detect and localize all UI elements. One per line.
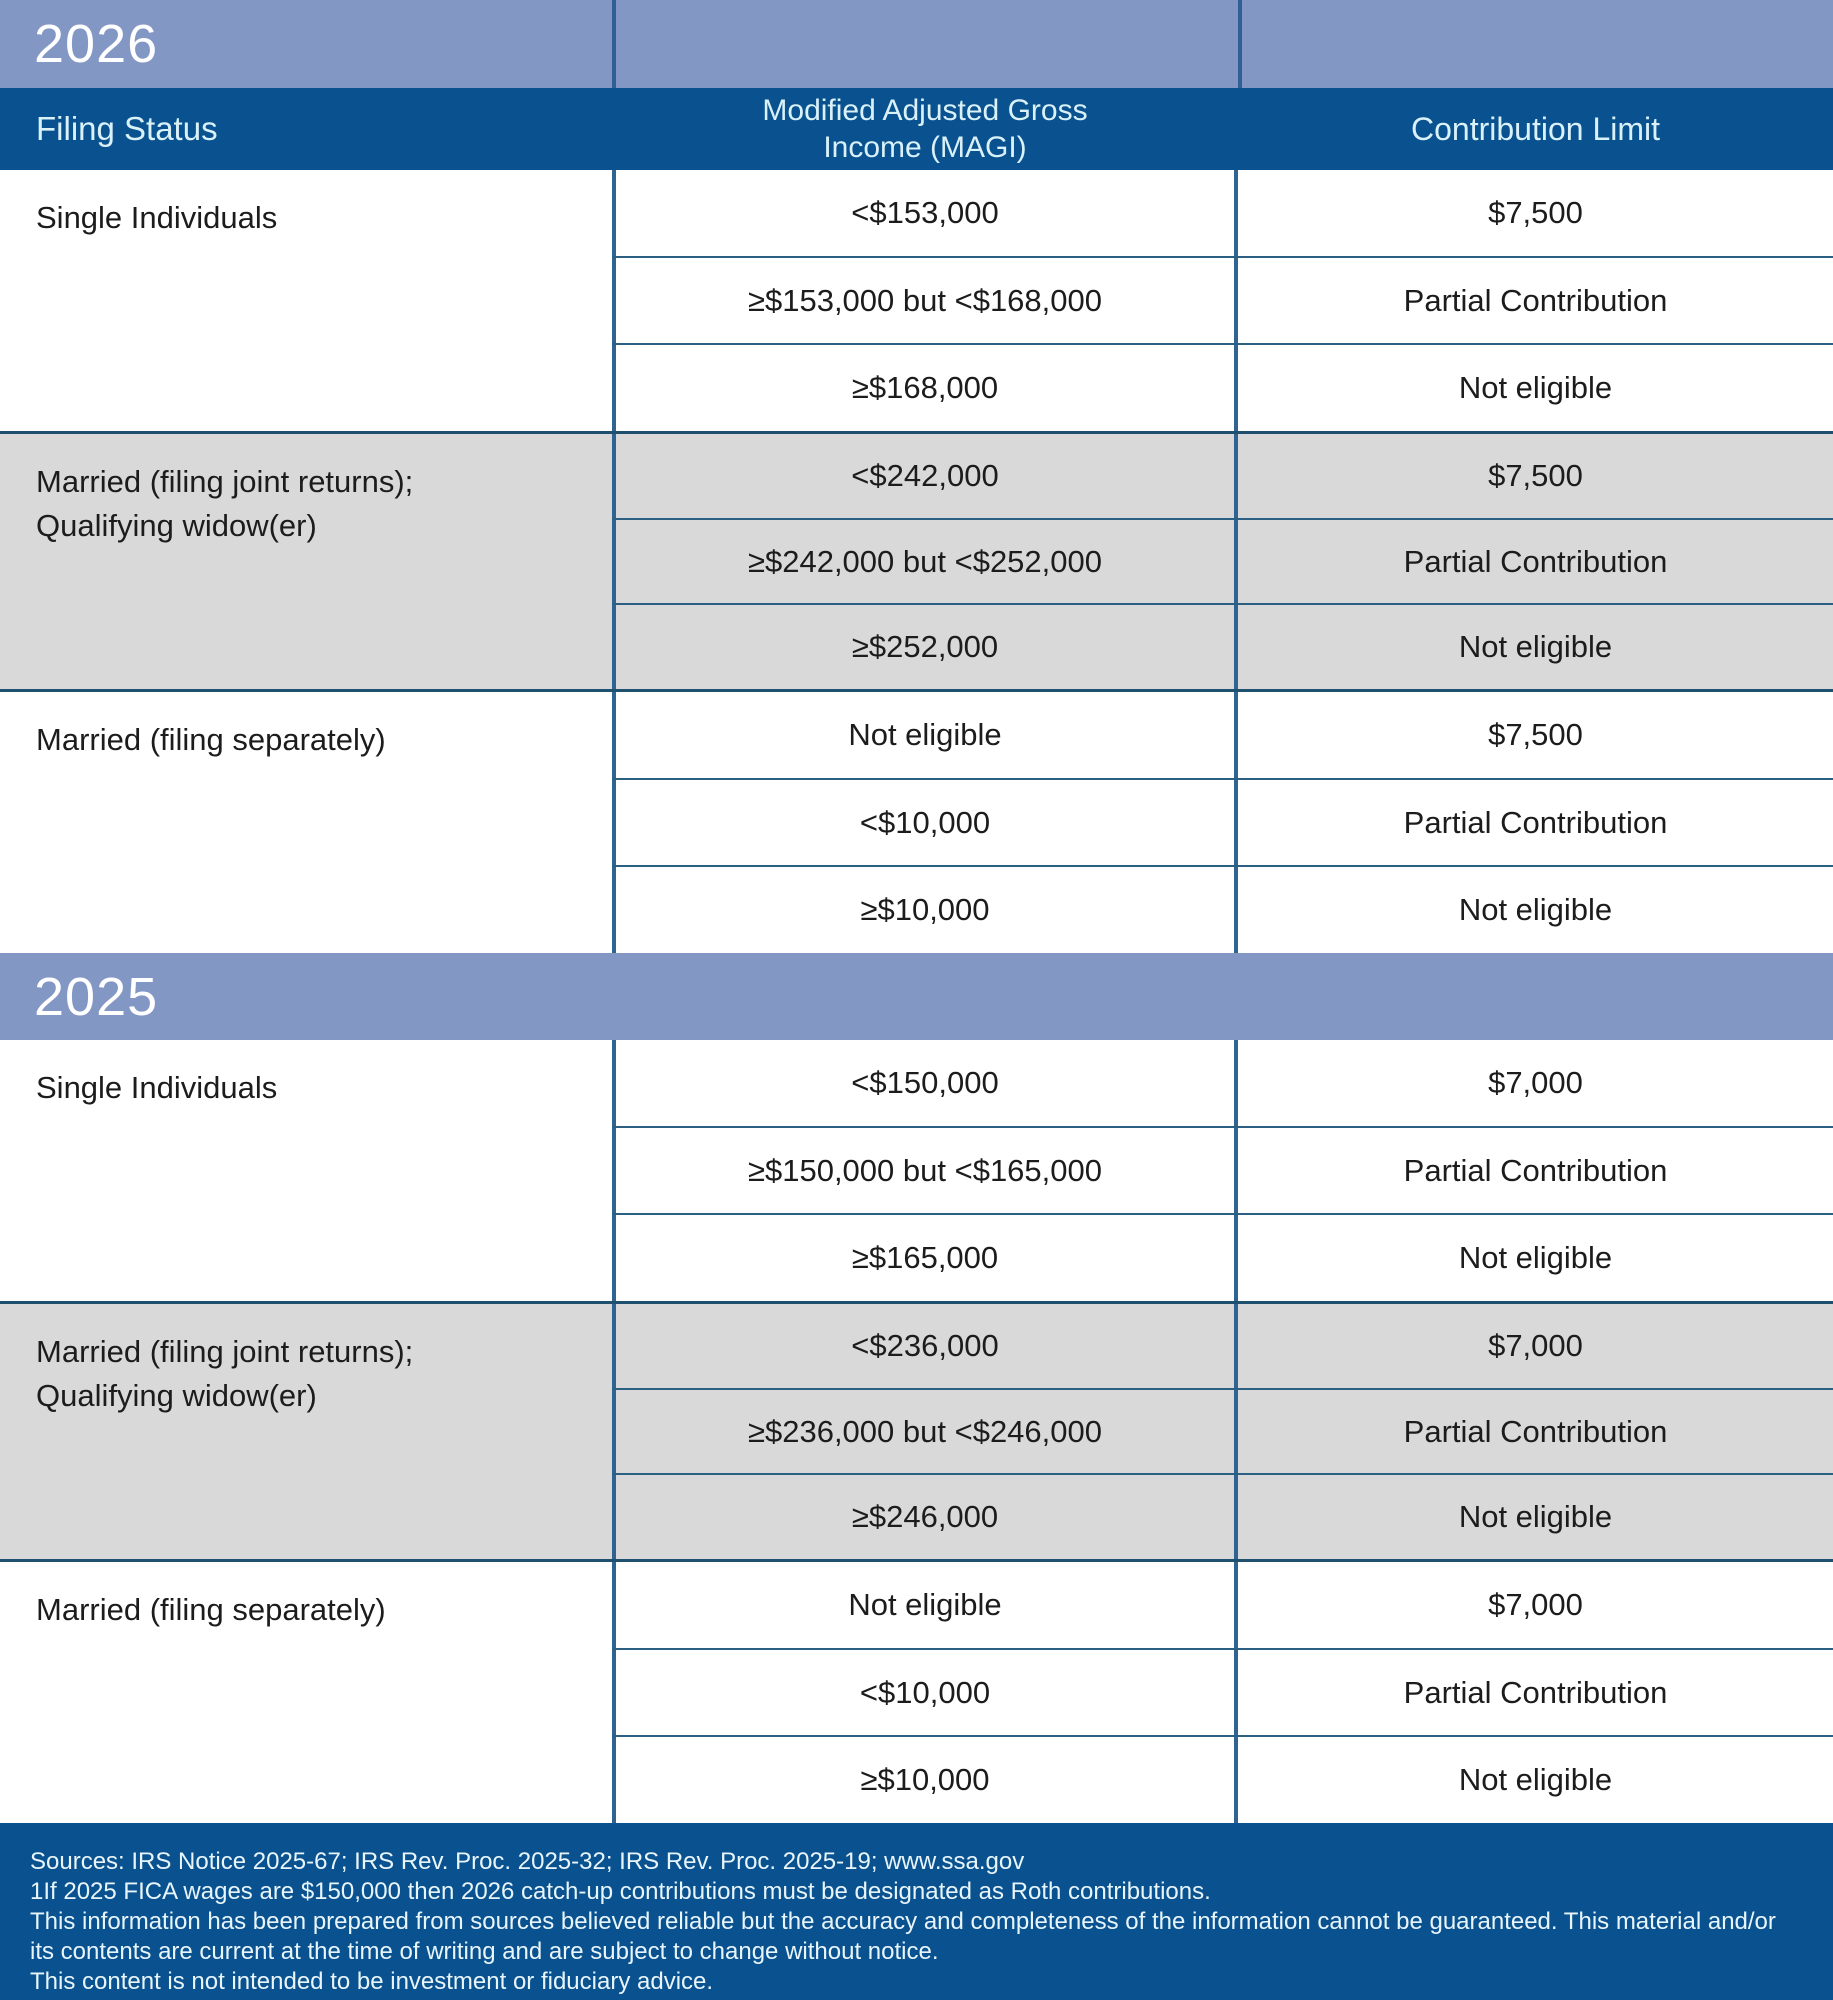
filing-status-line1: Married (filing separately) — [36, 1592, 386, 1627]
limit-cell: Partial Contribution — [1403, 804, 1668, 840]
magi-cell: ≥$168,000 — [612, 345, 1238, 432]
magi-cell: ≥$10,000 — [612, 1737, 1238, 1824]
magi-cell: <$150,000 — [612, 1040, 1238, 1126]
year-band-2025-col1: 2025 — [0, 953, 612, 1040]
magi-cell: ≥$10,000 — [612, 867, 1238, 954]
table-row: ≥$165,000 Not eligible — [612, 1213, 1833, 1302]
table-row: <$242,000 $7,500 — [612, 434, 1833, 518]
table-row: ≥$246,000 Not eligible — [612, 1473, 1833, 1560]
year-label-2025: 2025 — [34, 966, 159, 1027]
table-row: ≥$153,000 but <$168,000 Partial Contribu… — [612, 255, 1833, 344]
magi-cell: <$10,000 — [612, 779, 1238, 866]
limit-cell: $7,500 — [1488, 457, 1583, 493]
filing-status-line1: Single Individuals — [36, 1070, 278, 1105]
year-label-2026: 2026 — [34, 14, 159, 74]
limit-cell: Partial Contribution — [1403, 543, 1668, 579]
magi-cell: <$236,000 — [612, 1304, 1238, 1388]
table-row: ≥$168,000 Not eligible — [612, 343, 1833, 432]
footer-disclaimer-line2: its contents are current at the time of … — [30, 1938, 939, 1965]
table-row: ≥$252,000 Not eligible — [612, 603, 1833, 690]
magi-cell: <$10,000 — [612, 1649, 1238, 1736]
group-2025-married-joint: Married (filing joint returns); Qualifyi… — [0, 1301, 1833, 1562]
group-2026-married-separate: Married (filing separately) Not eligible… — [0, 692, 1833, 954]
magi-cell: <$153,000 — [612, 170, 1238, 256]
column-header-filing-status: Filing Status — [36, 110, 218, 147]
table-row: <$236,000 $7,000 — [612, 1304, 1833, 1388]
limit-cell: Not eligible — [1458, 1240, 1613, 1276]
group-2026-married-joint: Married (filing joint returns); Qualifyi… — [0, 431, 1833, 692]
magi-cell: ≥$242,000 but <$252,000 — [612, 519, 1238, 604]
footer-advice-line: This content is not intended to be inves… — [30, 1968, 714, 1995]
table-row: <$10,000 Partial Contribution — [612, 777, 1833, 866]
year-band-2026-col3 — [1238, 0, 1833, 88]
table-row: ≥$10,000 Not eligible — [612, 1735, 1833, 1824]
table-row: <$150,000 $7,000 — [612, 1040, 1833, 1126]
year-band-2026: 2026 — [0, 0, 1833, 88]
magi-cell: Not eligible — [612, 1562, 1238, 1648]
limit-cell: Not eligible — [1458, 370, 1613, 406]
filing-status-label: Single Individuals — [0, 1040, 612, 1301]
limit-cell: $7,000 — [1488, 1327, 1583, 1363]
limit-cell: Not eligible — [1458, 629, 1613, 665]
filing-status-label: Married (filing separately) — [0, 1562, 612, 1823]
year-band-2025: 2025 — [0, 953, 1833, 1040]
table-row: ≥$10,000 Not eligible — [612, 865, 1833, 954]
table-row: ≥$236,000 but <$246,000 Partial Contribu… — [612, 1387, 1833, 1474]
group-2025-single: Single Individuals <$150,000 $7,000 ≥$15… — [0, 1040, 1833, 1302]
magi-cell: Not eligible — [612, 692, 1238, 778]
footer-footnote-line: 1If 2025 FICA wages are $150,000 then 20… — [30, 1878, 1211, 1905]
magi-cell: ≥$246,000 — [612, 1475, 1238, 1560]
limit-cell: $7,000 — [1488, 1586, 1583, 1622]
table-row: Not eligible $7,000 — [612, 1562, 1833, 1648]
table-row: <$153,000 $7,500 — [612, 170, 1833, 256]
table-row: ≥$150,000 but <$165,000 Partial Contribu… — [612, 1125, 1833, 1214]
filing-status-line2: Qualifying widow(er) — [36, 508, 317, 543]
magi-cell: <$242,000 — [612, 434, 1238, 518]
magi-cell: ≥$150,000 but <$165,000 — [612, 1127, 1238, 1214]
filing-status-line2: Qualifying widow(er) — [36, 1378, 317, 1413]
magi-cell: ≥$252,000 — [612, 605, 1238, 690]
footer-disclaimer-line1: This information has been prepared from … — [30, 1908, 1776, 1935]
filing-status-label: Single Individuals — [0, 170, 612, 431]
group-2025-married-separate: Married (filing separately) Not eligible… — [0, 1562, 1833, 1824]
limit-cell: Partial Contribution — [1403, 282, 1668, 318]
limit-cell: Not eligible — [1458, 892, 1613, 928]
filing-status-line1: Married (filing joint returns); — [36, 464, 414, 499]
year-band-2026-col2 — [612, 0, 1238, 88]
limit-cell: $7,500 — [1488, 194, 1583, 230]
filing-status-line1: Married (filing separately) — [36, 722, 386, 757]
filing-status-line1: Single Individuals — [36, 200, 278, 235]
filing-status-label: Married (filing joint returns); Qualifyi… — [0, 434, 612, 689]
table-header-row: Filing Status Modified Adjusted Gross In… — [0, 88, 1833, 170]
limit-cell: Not eligible — [1458, 1499, 1613, 1535]
magi-cell: ≥$153,000 but <$168,000 — [612, 257, 1238, 344]
magi-cell: ≥$236,000 but <$246,000 — [612, 1389, 1238, 1474]
column-header-magi-line1: Modified Adjusted Gross — [762, 94, 1088, 127]
group-2026-single: Single Individuals <$153,000 $7,500 ≥$15… — [0, 170, 1833, 432]
table-row: <$10,000 Partial Contribution — [612, 1647, 1833, 1736]
limit-cell: Not eligible — [1458, 1762, 1613, 1798]
table-row: Not eligible $7,500 — [612, 692, 1833, 778]
filing-status-line1: Married (filing joint returns); — [36, 1334, 414, 1369]
magi-cell: ≥$165,000 — [612, 1215, 1238, 1302]
limit-cell: $7,000 — [1488, 1064, 1583, 1100]
filing-status-label: Married (filing joint returns); Qualifyi… — [0, 1304, 612, 1559]
footer-sources-line: Sources: IRS Notice 2025-67; IRS Rev. Pr… — [30, 1848, 1025, 1875]
filing-status-label: Married (filing separately) — [0, 692, 612, 953]
table-row: ≥$242,000 but <$252,000 Partial Contribu… — [612, 517, 1833, 604]
limit-cell: Partial Contribution — [1403, 1674, 1668, 1710]
column-header-magi: Modified Adjusted Gross Income (MAGI) — [612, 92, 1238, 166]
limit-cell: Partial Contribution — [1403, 1413, 1668, 1449]
limit-cell: Partial Contribution — [1403, 1152, 1668, 1188]
limit-cell: $7,500 — [1488, 716, 1583, 752]
year-band-2026-col1: 2026 — [0, 0, 612, 88]
footer-disclaimer: Sources: IRS Notice 2025-67; IRS Rev. Pr… — [0, 1823, 1833, 2000]
column-header-contribution-limit: Contribution Limit — [1411, 110, 1660, 147]
column-header-magi-line2: Income (MAGI) — [823, 131, 1027, 164]
